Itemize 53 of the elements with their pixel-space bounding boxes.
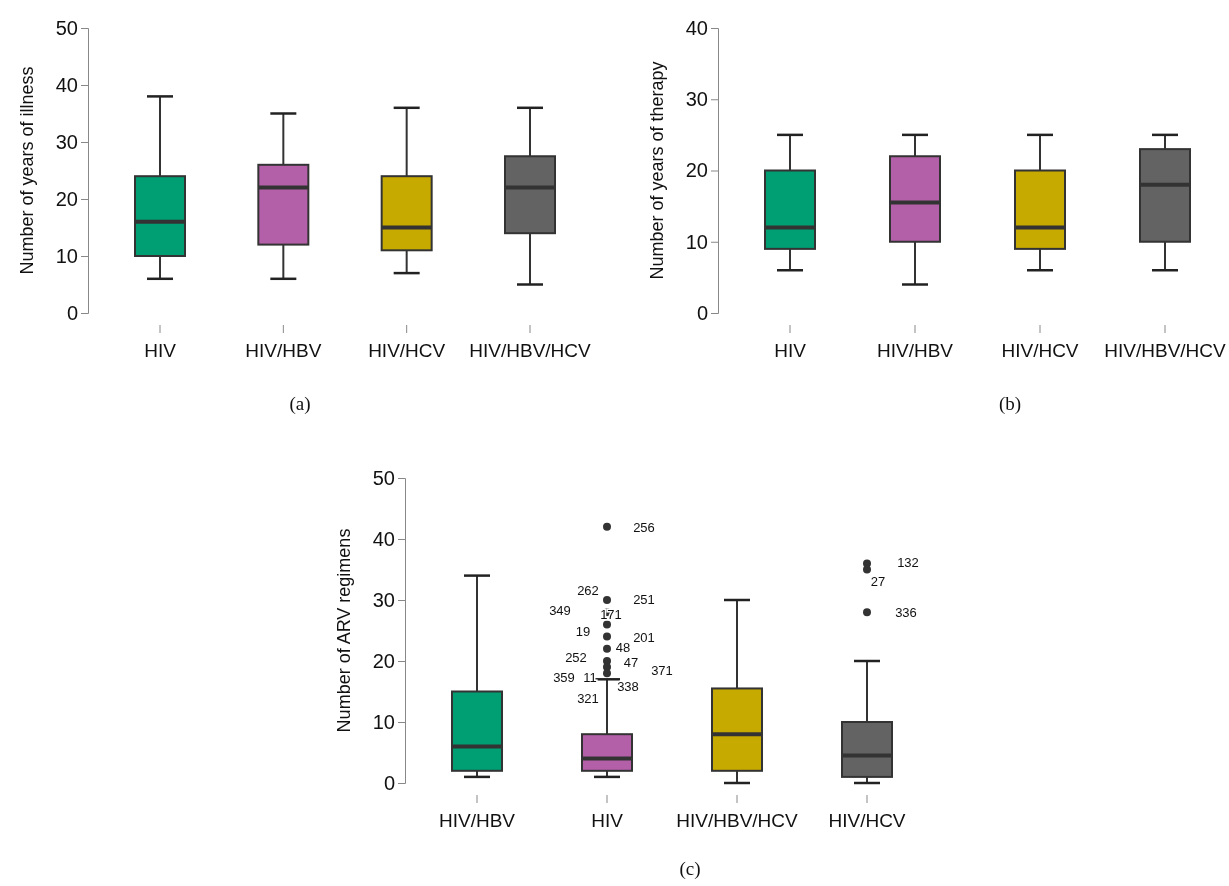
y-tick-label: 10 bbox=[685, 230, 708, 253]
y-axis-title: Number of years of therapy bbox=[647, 61, 667, 280]
annotation: 132 bbox=[897, 554, 919, 570]
x-tick-label: HIV/HBV bbox=[438, 810, 516, 831]
y-tick-label: 30 bbox=[55, 130, 78, 153]
y-tick-label: 50 bbox=[55, 16, 78, 39]
y-tick-label: 30 bbox=[685, 88, 708, 111]
annotation: 11 bbox=[583, 669, 597, 685]
annotation: 336 bbox=[895, 604, 917, 620]
annotation: 262 bbox=[577, 582, 599, 598]
x-tick-label: HIV/HBV/HCV bbox=[469, 340, 592, 361]
y-axis-title: Number of years of illness bbox=[17, 66, 37, 275]
annotation: 371 bbox=[651, 662, 673, 678]
x-tick-label: HIV bbox=[774, 340, 807, 361]
x-tick-label: HIV/HCV bbox=[1001, 340, 1079, 361]
annotation: 251 bbox=[633, 591, 655, 607]
y-tick-label: 20 bbox=[685, 159, 708, 182]
annotation: 359 bbox=[553, 669, 575, 685]
x-tick-label: HIV/HCV bbox=[368, 340, 446, 361]
y-tick-label: 50 bbox=[372, 466, 395, 489]
y-tick-label: 20 bbox=[372, 649, 395, 672]
text: (c) bbox=[679, 858, 701, 880]
y-axis-title: Number of ARV regimens bbox=[334, 528, 354, 733]
annotation: 201 bbox=[633, 629, 655, 645]
x-tick-label: HIV/HBV bbox=[245, 340, 322, 361]
y-tick-label: 20 bbox=[55, 187, 78, 210]
y-tick-label: 30 bbox=[372, 588, 395, 611]
annotation: 171 bbox=[600, 606, 622, 622]
x-tick-label: HIV/HBV bbox=[876, 340, 954, 361]
x-tick-label: HIV bbox=[591, 810, 624, 831]
x-tick-label: HIV/HBV/HCV bbox=[1104, 340, 1227, 361]
y-tick-label: 0 bbox=[66, 301, 78, 324]
text: (a) bbox=[289, 393, 311, 415]
annotation: 48 bbox=[615, 639, 631, 655]
x-tick-label: HIV bbox=[144, 340, 177, 361]
annotation: 19 bbox=[575, 623, 591, 639]
y-tick-label: 10 bbox=[372, 710, 395, 733]
x-tick-label: HIV/HBV/HCV bbox=[676, 810, 799, 831]
annotation: 27 bbox=[870, 573, 886, 589]
x-tick-label: HIV/HCV bbox=[828, 810, 906, 831]
y-tick-label: 40 bbox=[372, 527, 395, 550]
annotation: 349 bbox=[549, 602, 571, 618]
y-tick-label: 40 bbox=[685, 16, 708, 39]
annotation: 252 bbox=[565, 649, 587, 665]
text: (b) bbox=[998, 393, 1022, 415]
y-tick-label: 40 bbox=[55, 73, 78, 96]
y-tick-label: 10 bbox=[55, 244, 78, 267]
annotation: 321 bbox=[577, 690, 599, 706]
annotation: 47 bbox=[623, 654, 639, 670]
y-tick-label: 0 bbox=[383, 771, 395, 794]
annotation: 338 bbox=[617, 678, 639, 694]
y-tick-label: 0 bbox=[696, 301, 708, 324]
annotation: 256 bbox=[633, 519, 655, 535]
